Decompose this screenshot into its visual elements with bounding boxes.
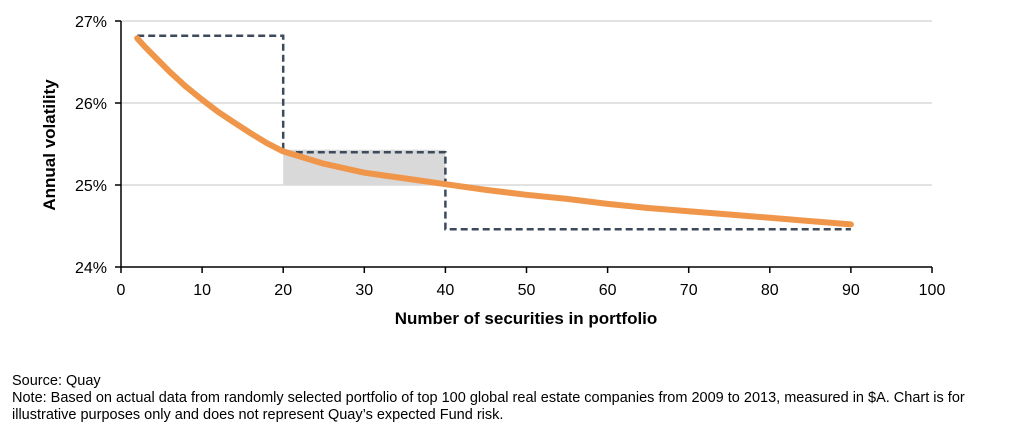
y-tick-label: 26%: [75, 96, 107, 113]
x-tick-labels: 0 10 20 30 40 50 60 70 80 90 100: [117, 282, 946, 299]
y-tick-labels: 24% 25% 26% 27%: [75, 14, 107, 277]
source-note: Source: Quay: [12, 373, 101, 389]
x-tick-label: 90: [842, 282, 860, 299]
risk-step-line: [137, 34, 851, 231]
y-tick-label: 27%: [75, 14, 107, 31]
volatility-curve: [134, 35, 854, 228]
axes: [115, 20, 933, 273]
y-axis-title: Annual volatility: [40, 79, 59, 211]
x-tick-label: 40: [437, 282, 455, 299]
y-tick-label: 24%: [75, 260, 107, 277]
x-tick-label: 0: [117, 282, 126, 299]
y-tick-label: 25%: [75, 178, 107, 195]
volatility-chart: 0 10 20 30 40 50 60 70 80 90 100 24% 25% 26% 27% Numb…: [40, 14, 946, 328]
x-tick-label: 20: [274, 282, 292, 299]
x-tick-label: 70: [680, 282, 698, 299]
x-tick-label: 50: [518, 282, 536, 299]
data-series: [134, 34, 854, 231]
methodology-note: Note: Based on actual data from randomly…: [12, 390, 965, 423]
x-tick-label: 80: [761, 282, 779, 299]
x-tick-label: 30: [355, 282, 373, 299]
x-axis-title: Number of securities in portfolio: [395, 309, 658, 328]
footnotes: Source: Quay Note: Based on actual data …: [12, 373, 1012, 424]
x-tick-label: 10: [193, 282, 211, 299]
x-tick-label: 60: [599, 282, 617, 299]
grid-lines: [121, 20, 932, 186]
x-tick-label: 100: [919, 282, 946, 299]
